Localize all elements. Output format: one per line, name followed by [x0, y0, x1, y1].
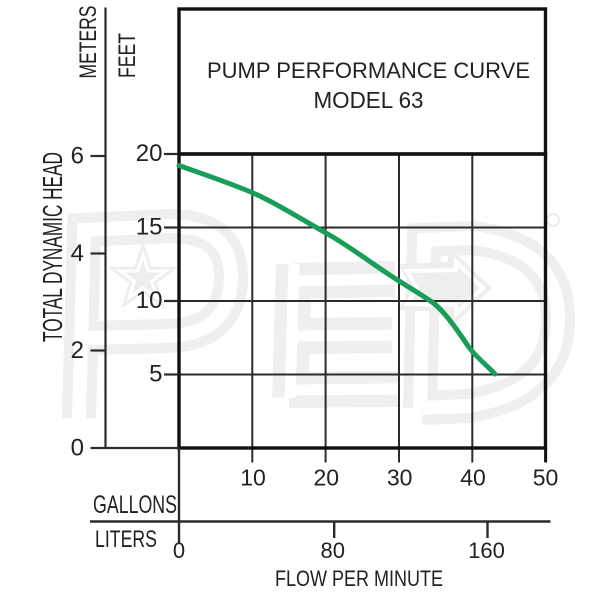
- svg-text:30: 30: [387, 465, 413, 491]
- svg-text:2: 2: [71, 337, 84, 364]
- svg-text:TOTAL DYNAMIC HEAD: TOTAL DYNAMIC HEAD: [37, 152, 68, 342]
- svg-text:20: 20: [136, 140, 163, 167]
- svg-text:40: 40: [460, 465, 486, 491]
- svg-text:FEET: FEET: [114, 33, 141, 78]
- svg-text:GALLONS: GALLONS: [93, 491, 177, 519]
- svg-text:4: 4: [71, 240, 84, 267]
- svg-text:15: 15: [136, 214, 163, 241]
- svg-text:80: 80: [320, 538, 344, 563]
- svg-text:20: 20: [314, 465, 340, 491]
- svg-text:0: 0: [173, 538, 185, 563]
- svg-text:0: 0: [71, 435, 84, 462]
- svg-text:5: 5: [149, 361, 162, 388]
- svg-text:160: 160: [468, 538, 505, 563]
- svg-text:10: 10: [136, 287, 163, 314]
- svg-text:6: 6: [71, 143, 84, 170]
- svg-text:MODEL 63: MODEL 63: [314, 87, 424, 113]
- svg-text:10: 10: [240, 465, 266, 491]
- svg-text:LITERS: LITERS: [95, 526, 157, 553]
- svg-text:METERS: METERS: [75, 6, 102, 79]
- svg-text:50: 50: [533, 465, 559, 491]
- svg-text:FLOW PER MINUTE: FLOW PER MINUTE: [275, 566, 443, 591]
- svg-text:PUMP PERFORMANCE CURVE: PUMP PERFORMANCE CURVE: [207, 58, 530, 83]
